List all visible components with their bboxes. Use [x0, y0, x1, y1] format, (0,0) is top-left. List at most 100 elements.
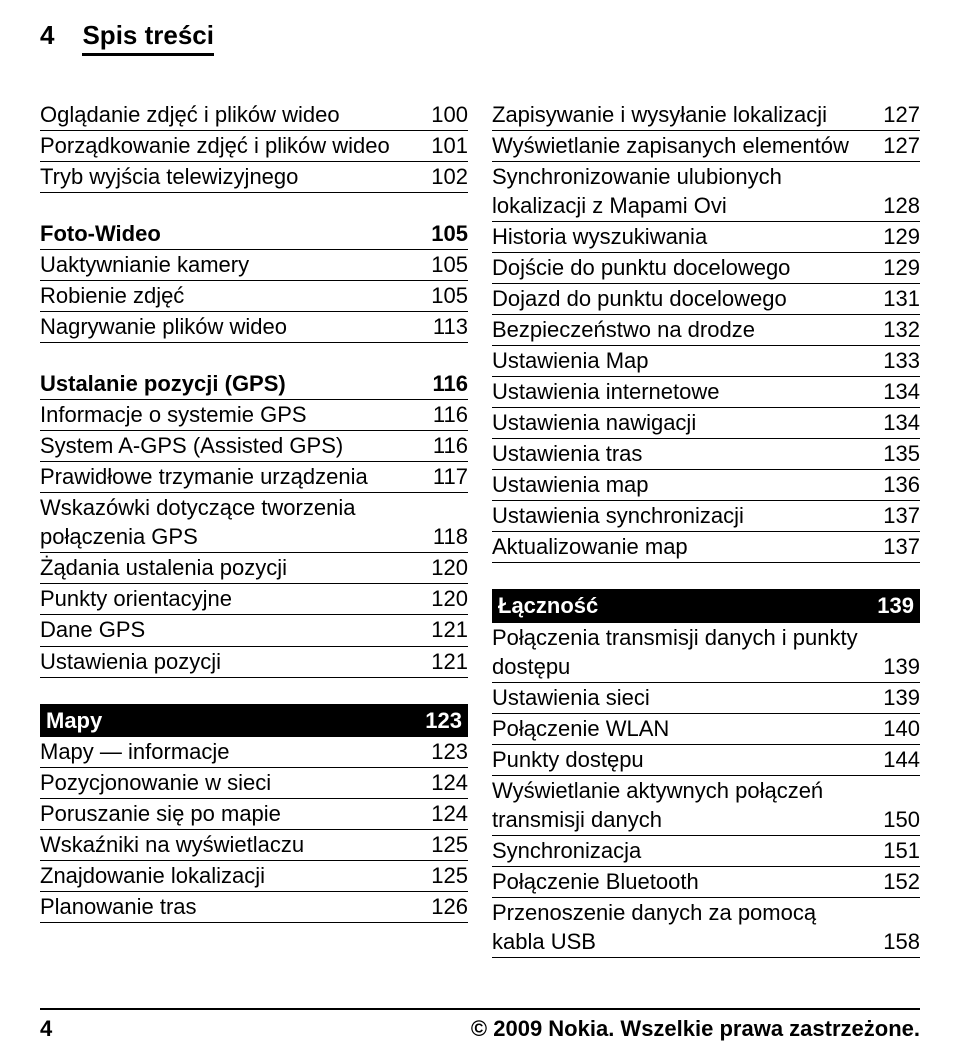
toc-page: 136	[883, 470, 920, 499]
toc-entry: Dojście do punktu docelowego129	[492, 253, 920, 284]
toc-label: Informacje o systemie GPS	[40, 400, 433, 429]
toc-label: Mapy	[46, 706, 425, 735]
toc-page: 125	[431, 861, 468, 890]
page-header: 4 Spis treści	[40, 20, 920, 56]
toc-label: Połączenie Bluetooth	[492, 867, 883, 896]
toc-entry: Połączenie WLAN140	[492, 714, 920, 745]
page-footer: 4 © 2009 Nokia. Wszelkie prawa zastrzeżo…	[40, 1008, 920, 1042]
toc-label: Połączenia transmisji danych i punkty do…	[492, 623, 883, 681]
toc-entry: Bezpieczeństwo na drodze132	[492, 315, 920, 346]
toc-page: 158	[883, 927, 920, 956]
toc-label: Tryb wyjścia telewizyjnego	[40, 162, 431, 191]
toc-label: Wyświetlanie zapisanych elementów	[492, 131, 883, 160]
toc-page: 105	[431, 281, 468, 310]
toc-entry: Aktualizowanie map137	[492, 532, 920, 563]
toc-label: Historia wyszukiwania	[492, 222, 883, 251]
toc-page: 139	[883, 683, 920, 712]
toc-label: Aktualizowanie map	[492, 532, 883, 561]
toc-entry: Wskaźniki na wyświetlaczu125	[40, 830, 468, 861]
toc-label: Synchronizowanie ulubionych lokalizacji …	[492, 162, 883, 220]
toc-entry: Zapisywanie i wysyłanie lokalizacji127	[492, 100, 920, 131]
toc-label: Ustawienia map	[492, 470, 883, 499]
toc-page: 121	[431, 615, 468, 644]
toc-entry: Punkty dostępu144	[492, 745, 920, 776]
toc-heading: Foto-Wideo105	[40, 219, 468, 250]
toc-label: Punkty dostępu	[492, 745, 883, 774]
toc-label: Oglądanie zdjęć i plików wideo	[40, 100, 431, 129]
toc-left-column: Oglądanie zdjęć i plików wideo100Porządk…	[40, 100, 468, 958]
toc-label: Połączenie WLAN	[492, 714, 883, 743]
toc-entry: Uaktywnianie kamery105	[40, 250, 468, 281]
toc-entry: Punkty orientacyjne120	[40, 584, 468, 615]
toc-page: 131	[883, 284, 920, 313]
toc-label: Ustawienia nawigacji	[492, 408, 883, 437]
toc-page: 118	[433, 522, 468, 551]
toc-page: 113	[433, 312, 468, 341]
toc-entry: Mapy — informacje123	[40, 737, 468, 768]
header-title: Spis treści	[82, 20, 214, 56]
toc-entry: Nagrywanie plików wideo113	[40, 312, 468, 343]
toc-entry: Oglądanie zdjęć i plików wideo100	[40, 100, 468, 131]
toc-label: Ustawienia pozycji	[40, 647, 431, 676]
toc-label: Ustawienia synchronizacji	[492, 501, 883, 530]
toc-page: 123	[425, 706, 462, 735]
toc-label: Synchronizacja	[492, 836, 883, 865]
toc-entry: Ustawienia pozycji121	[40, 647, 468, 678]
toc-page: 124	[431, 799, 468, 828]
toc-label: Dojście do punktu docelowego	[492, 253, 883, 282]
toc-page: 125	[431, 830, 468, 859]
toc-entry: System A-GPS (Assisted GPS)116	[40, 431, 468, 462]
toc-page: 105	[431, 250, 468, 279]
toc-page: 133	[883, 346, 920, 375]
toc-entry: Żądania ustalenia pozycji120	[40, 553, 468, 584]
toc-entry: Poruszanie się po mapie124	[40, 799, 468, 830]
toc-label: System A-GPS (Assisted GPS)	[40, 431, 433, 460]
toc-entry: Porządkowanie zdjęć i plików wideo101	[40, 131, 468, 162]
toc-label: Foto-Wideo	[40, 219, 431, 248]
toc-label: Żądania ustalenia pozycji	[40, 553, 431, 582]
toc-heading: Ustalanie pozycji (GPS)116	[40, 369, 468, 400]
toc-entry: Pozycjonowanie w sieci124	[40, 768, 468, 799]
toc-page: 128	[883, 191, 920, 220]
toc-label: Znajdowanie lokalizacji	[40, 861, 431, 890]
toc-entry: Ustawienia map136	[492, 470, 920, 501]
toc-entry: Planowanie tras126	[40, 892, 468, 923]
toc-page: 126	[431, 892, 468, 921]
toc-heading: Mapy123	[40, 704, 468, 737]
toc-label: Ustawienia tras	[492, 439, 883, 468]
toc-entry: Przenoszenie danych za pomocą kabla USB1…	[492, 898, 920, 958]
toc-page: 137	[883, 501, 920, 530]
toc-entry: Informacje o systemie GPS116	[40, 400, 468, 431]
toc-entry: Ustawienia tras135	[492, 439, 920, 470]
toc-entry: Ustawienia sieci139	[492, 683, 920, 714]
toc-label: Planowanie tras	[40, 892, 431, 921]
toc-entry: Synchronizowanie ulubionych lokalizacji …	[492, 162, 920, 222]
toc-page: 100	[431, 100, 468, 129]
toc-label: Dojazd do punktu docelowego	[492, 284, 883, 313]
toc-page: 132	[883, 315, 920, 344]
toc-page: 101	[431, 131, 468, 160]
toc-page: 137	[883, 532, 920, 561]
toc-label: Wskazówki dotyczące tworzenia połączenia…	[40, 493, 433, 551]
toc-label: Zapisywanie i wysyłanie lokalizacji	[492, 100, 883, 129]
toc-entry: Wyświetlanie zapisanych elementów127	[492, 131, 920, 162]
toc-label: Porządkowanie zdjęć i plików wideo	[40, 131, 431, 160]
toc-entry: Ustawienia Map133	[492, 346, 920, 377]
toc-label: Poruszanie się po mapie	[40, 799, 431, 828]
toc-heading: Łączność139	[492, 589, 920, 622]
toc-page: 140	[883, 714, 920, 743]
toc-entry: Ustawienia nawigacji134	[492, 408, 920, 439]
toc-page: 127	[883, 100, 920, 129]
toc-page: 116	[433, 369, 469, 398]
toc-page: 139	[877, 591, 914, 620]
header-page-number: 4	[40, 20, 54, 51]
toc-label: Łączność	[498, 591, 877, 620]
toc-label: Punkty orientacyjne	[40, 584, 431, 613]
toc-right-column: Zapisywanie i wysyłanie lokalizacji127Wy…	[492, 100, 920, 958]
toc-entry: Połączenia transmisji danych i punkty do…	[492, 623, 920, 683]
toc-page: 120	[431, 584, 468, 613]
toc-label: Uaktywnianie kamery	[40, 250, 431, 279]
toc-page: 152	[883, 867, 920, 896]
toc-entry: Historia wyszukiwania129	[492, 222, 920, 253]
toc-label: Robienie zdjęć	[40, 281, 431, 310]
